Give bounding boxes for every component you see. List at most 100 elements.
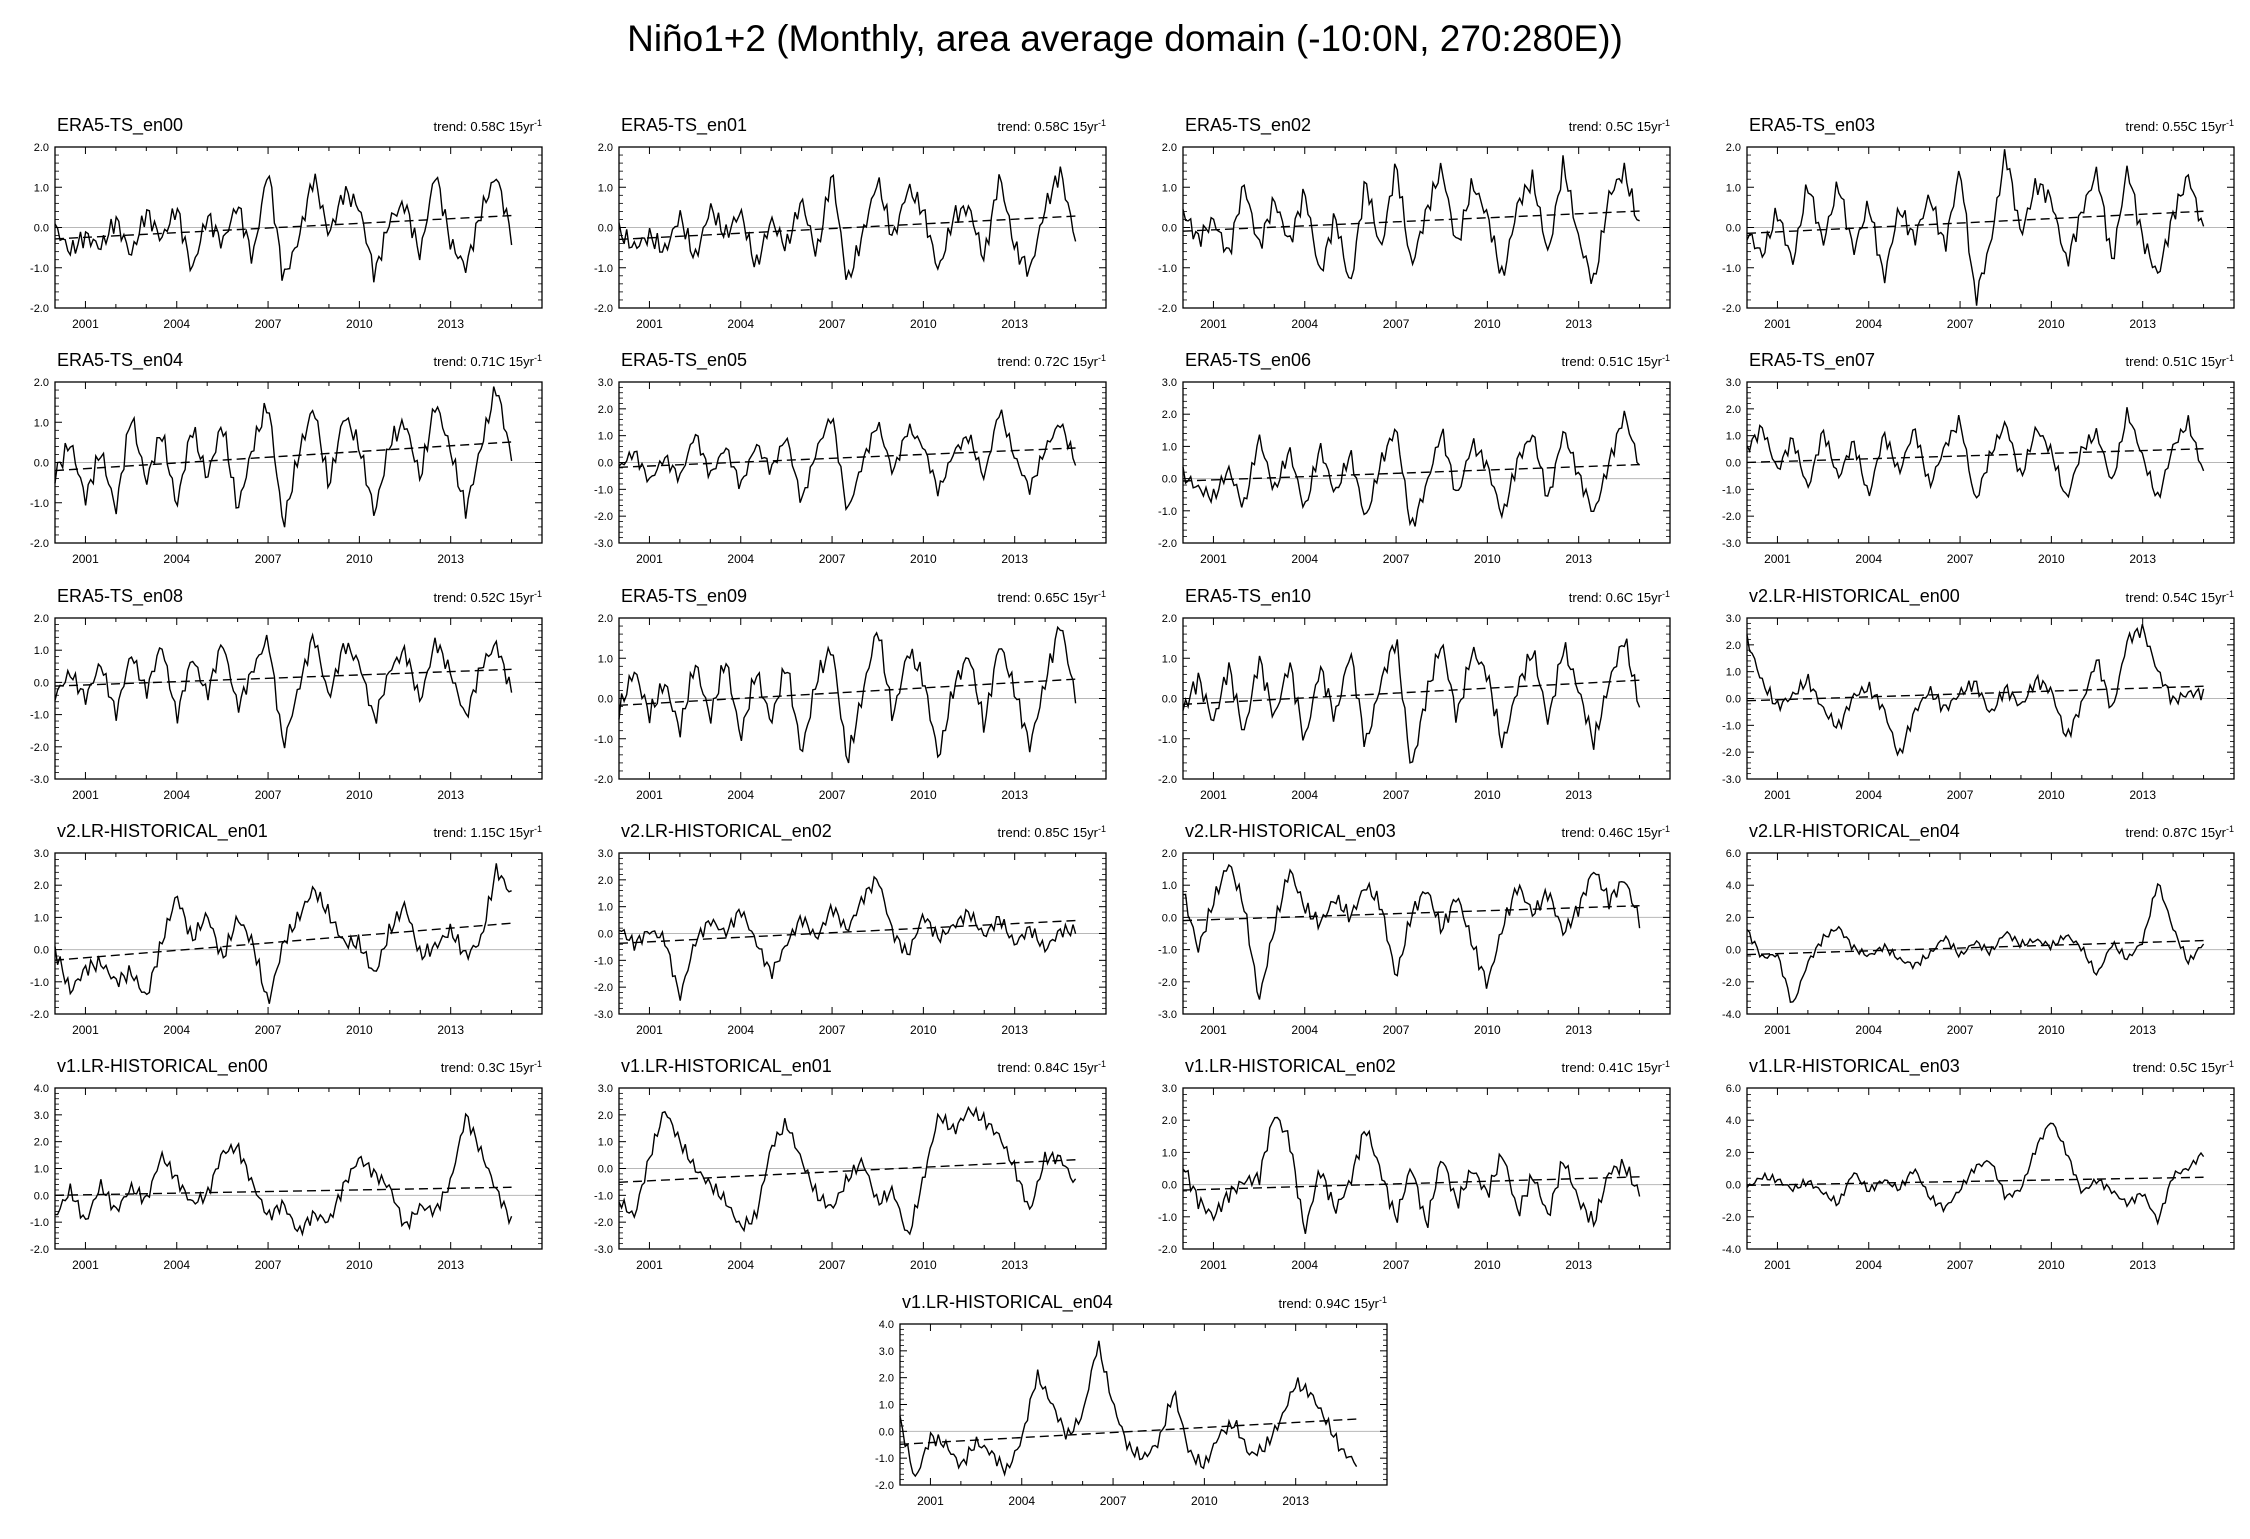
trend-line <box>54 441 512 472</box>
y-tick-label: 2.0 <box>598 142 613 154</box>
x-tick-label: 2004 <box>1855 1023 1882 1037</box>
x-tick-label: 2010 <box>910 1258 937 1272</box>
x-tick-label: 2001 <box>636 1258 663 1272</box>
panel-title: ERA5-TS_en10 <box>1185 586 1311 607</box>
x-tick-label: 2007 <box>255 317 282 331</box>
x-tick-label: 2007 <box>819 1258 846 1272</box>
x-tick-label: 2013 <box>437 1258 464 1272</box>
chart-panel: ERA5-TS_en09 trend: 0.65C 15yr-1 2.0 1.0 0.0… <box>594 586 1107 802</box>
panel-title: v1.LR-HISTORICAL_en00 <box>57 1056 268 1077</box>
y-tick-label: 0.0 <box>34 458 49 470</box>
plot-frame <box>54 852 543 1015</box>
series-line <box>618 1105 1077 1236</box>
x-tick-label: 2004 <box>1291 1023 1318 1037</box>
y-tick-label: 1.0 <box>1162 653 1177 665</box>
x-tick-label: 2001 <box>636 552 663 566</box>
x-tick-label: 2001 <box>1764 552 1791 566</box>
chart-panel: ERA5-TS_en00 trend: 0.58C 15yr-1 2.0 1.0 0.0… <box>30 115 543 331</box>
y-tick-label: 1.0 <box>34 417 49 429</box>
series-line <box>54 173 513 283</box>
y-tick-label: 2.0 <box>1726 404 1741 416</box>
chart-panel: v1.LR-HISTORICAL_en03 trend: 0.5C 15yr-1 6… <box>1722 1056 2235 1272</box>
y-tick-label: 0.0 <box>1726 694 1741 706</box>
y-tick-label: 1.0 <box>34 912 49 924</box>
series-line <box>1182 638 1641 764</box>
plot-frame <box>54 1087 543 1250</box>
y-tick-label: -1.0 <box>1722 720 1741 732</box>
y-tick-label: 0.0 <box>1162 474 1177 486</box>
y-tick-label: 4.0 <box>879 1319 894 1331</box>
y-tick-label: 1.0 <box>1726 182 1741 194</box>
series-line <box>1182 1116 1641 1234</box>
trend-line <box>1746 1176 2204 1187</box>
x-tick-label: 2010 <box>1191 1494 1218 1508</box>
x-tick-label: 2010 <box>2038 317 2065 331</box>
plot-frame <box>1746 852 2235 1015</box>
y-tick-label: 2.0 <box>1162 1115 1177 1127</box>
chart-panel: v2.LR-HISTORICAL_en03 trend: 0.46C 15yr-1… <box>1158 821 1671 1037</box>
trend-label: trend: 0.51C 15yr-1 <box>1562 353 1670 369</box>
x-tick-label: 2007 <box>1947 317 1974 331</box>
y-tick-label: -1.0 <box>30 263 49 275</box>
x-tick-label: 2004 <box>163 1023 190 1037</box>
series-line <box>54 386 513 528</box>
y-tick-label: -1.0 <box>875 1453 894 1465</box>
y-tick-label: -4.0 <box>1722 1009 1741 1021</box>
trend-label: trend: 0.58C 15yr-1 <box>434 118 542 134</box>
y-tick-label: 2.0 <box>1162 142 1177 154</box>
chart-panel: v2.LR-HISTORICAL_en02 trend: 0.85C 15yr-1… <box>594 821 1107 1037</box>
y-tick-label: 4.0 <box>34 1083 49 1095</box>
y-tick-label: 1.0 <box>1162 1147 1177 1159</box>
y-tick-label: 1.0 <box>598 182 613 194</box>
panel-title: v2.LR-HISTORICAL_en02 <box>621 821 832 842</box>
x-tick-label: 2013 <box>2129 1023 2156 1037</box>
x-tick-label: 2001 <box>72 788 99 802</box>
chart-panel: ERA5-TS_en07 trend: 0.51C 15yr-1 3.0 2.0 1.0… <box>1722 350 2235 566</box>
y-tick-label: 2.0 <box>34 613 49 625</box>
y-tick-label: 0.0 <box>1726 1180 1741 1192</box>
trend-line <box>1182 1176 1640 1191</box>
x-tick-label: 2010 <box>346 788 373 802</box>
y-tick-label: 0.0 <box>1726 945 1741 957</box>
y-tick-label: 3.0 <box>34 1110 49 1122</box>
x-tick-label: 2007 <box>1947 788 1974 802</box>
panel-title: v2.LR-HISTORICAL_en03 <box>1185 821 1396 842</box>
y-tick-label: 3.0 <box>598 848 613 860</box>
x-tick-label: 2007 <box>1947 1023 1974 1037</box>
x-tick-label: 2007 <box>1947 552 1974 566</box>
y-tick-label: 0.0 <box>598 223 613 235</box>
y-tick-label: -2.0 <box>594 774 613 786</box>
panel-title: ERA5-TS_en02 <box>1185 115 1311 136</box>
series-line <box>1182 410 1641 527</box>
y-tick-label: 0.0 <box>34 223 49 235</box>
panel-title: ERA5-TS_en05 <box>621 350 747 371</box>
y-tick-label: 6.0 <box>1726 1083 1741 1095</box>
x-tick-label: 2013 <box>1565 1258 1592 1272</box>
y-tick-label: 0.0 <box>1162 1180 1177 1192</box>
y-tick-label: 1.0 <box>1162 441 1177 453</box>
chart-panel: ERA5-TS_en02 trend: 0.5C 15yr-1 2.0 1.0 0.0 -… <box>1158 115 1671 331</box>
x-tick-label: 2004 <box>727 788 754 802</box>
chart-panel: ERA5-TS_en08 trend: 0.52C 15yr-1 2.0 1.0 0.0… <box>30 586 543 802</box>
plot-frame <box>54 617 543 780</box>
series-line <box>899 1340 1358 1478</box>
y-tick-label: -2.0 <box>1158 977 1177 989</box>
y-tick-label: -1.0 <box>1722 484 1741 496</box>
x-tick-label: 2007 <box>1383 317 1410 331</box>
panel-title: v2.LR-HISTORICAL_en04 <box>1749 821 1960 842</box>
y-tick-label: -1.0 <box>1158 263 1177 275</box>
x-tick-label: 2004 <box>163 1258 190 1272</box>
x-tick-label: 2010 <box>2038 1023 2065 1037</box>
y-tick-label: 3.0 <box>598 1083 613 1095</box>
y-tick-label: 2.0 <box>1726 142 1741 154</box>
y-tick-label: 0.0 <box>598 929 613 941</box>
trend-label: trend: 0.52C 15yr-1 <box>434 589 542 605</box>
y-tick-label: -2.0 <box>1722 303 1741 315</box>
series-line <box>1182 155 1640 284</box>
trend-label: trend: 0.3C 15yr-1 <box>441 1059 542 1075</box>
y-tick-label: 4.0 <box>1726 880 1741 892</box>
x-tick-label: 2001 <box>72 1023 99 1037</box>
trend-line <box>618 678 1076 707</box>
y-tick-label: -2.0 <box>594 303 613 315</box>
y-tick-label: 2.0 <box>34 1137 49 1149</box>
